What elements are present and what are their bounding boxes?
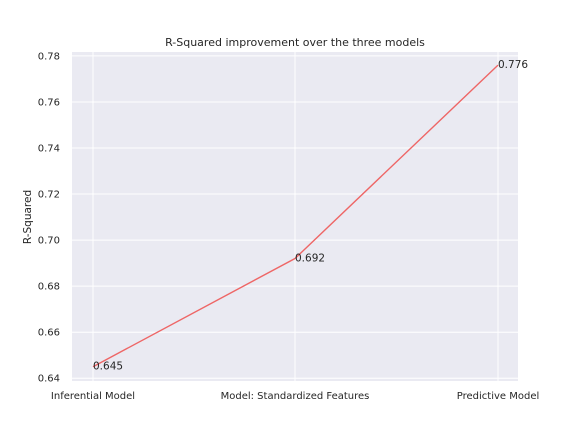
y-tick-label: 0.64 bbox=[38, 374, 60, 385]
data-label: 0.692 bbox=[295, 253, 325, 265]
y-tick-label: 0.78 bbox=[38, 51, 60, 62]
y-tick-label: 0.70 bbox=[38, 236, 60, 247]
y-tick-label: 0.74 bbox=[38, 144, 60, 155]
y-tick-label: 0.72 bbox=[38, 190, 60, 201]
y-tick-label: 0.68 bbox=[38, 282, 60, 293]
data-label: 0.645 bbox=[93, 361, 123, 373]
y-tick-label: 0.66 bbox=[38, 328, 60, 339]
data-label: 0.776 bbox=[498, 59, 528, 71]
x-tick-label: Predictive Model bbox=[457, 391, 540, 402]
x-gridlines bbox=[92, 52, 499, 381]
y-tick-label: 0.76 bbox=[38, 97, 60, 108]
series-line bbox=[92, 64, 499, 368]
x-tick-labels: Inferential Model Model: Standardized Fea… bbox=[51, 391, 539, 402]
x-tick-label: Inferential Model bbox=[51, 391, 135, 402]
y-axis-label: R-Squared bbox=[22, 190, 34, 244]
y-tick-labels: 0.64 0.66 0.68 0.70 0.72 0.74 0.76 0.78 bbox=[38, 51, 60, 384]
data-labels: 0.645 0.692 0.776 bbox=[93, 59, 528, 373]
x-tick-label: Model: Standardized Features bbox=[221, 391, 370, 402]
chart-title: R-Squared improvement over the three mod… bbox=[165, 36, 425, 49]
